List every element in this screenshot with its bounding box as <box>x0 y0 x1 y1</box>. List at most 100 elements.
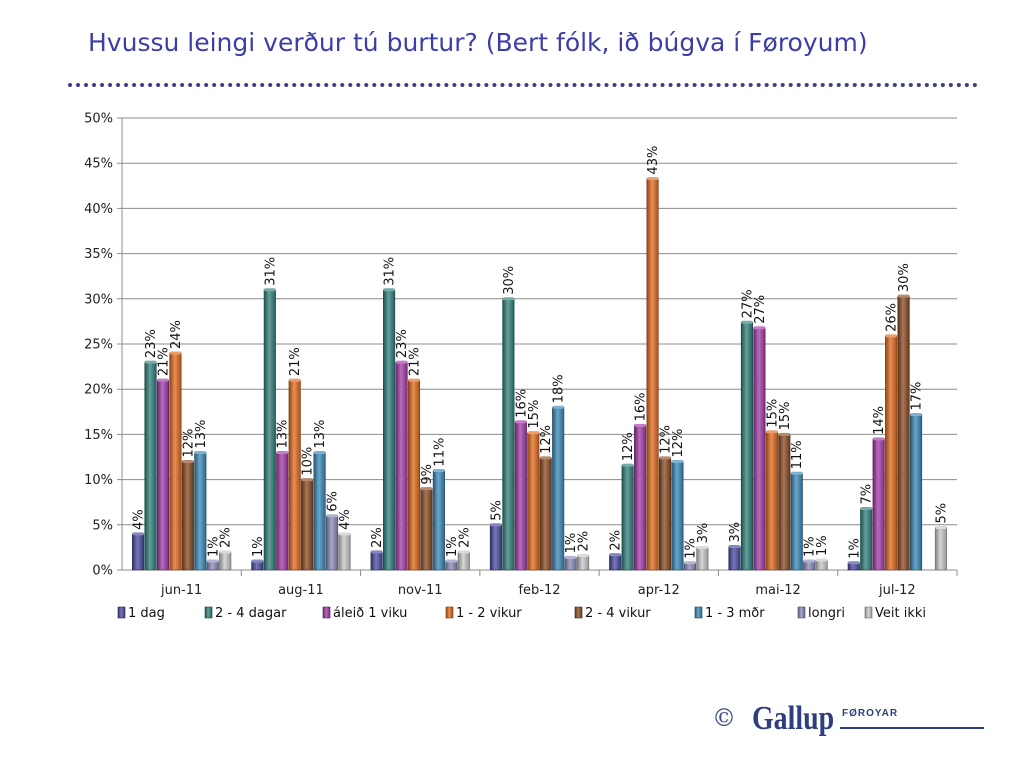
bar-cap <box>219 550 231 554</box>
bar-cap <box>251 559 264 563</box>
bar-cap <box>621 463 634 467</box>
bar <box>539 457 552 571</box>
bar-cap <box>420 487 433 491</box>
bar-cap <box>872 437 885 441</box>
data-label: 1% <box>445 536 460 557</box>
data-label: 3% <box>696 523 711 544</box>
data-label: 3% <box>728 522 743 543</box>
data-label: 1% <box>803 536 818 557</box>
bar <box>169 352 182 571</box>
bar-cap <box>885 334 897 338</box>
bar-cap <box>370 550 383 554</box>
bar-cap <box>741 320 753 324</box>
legend-label: 1 dag <box>128 606 165 621</box>
data-label: 17% <box>910 382 925 411</box>
legend-label: 1 - 2 vikur <box>456 606 522 621</box>
bar <box>457 551 470 571</box>
bar-cap <box>157 378 169 382</box>
copyright-symbol: © <box>712 704 736 732</box>
x-tick-label: jul-12 <box>878 583 916 598</box>
bar <box>527 432 540 571</box>
x-tick-label: jun-11 <box>160 583 202 598</box>
y-tick-label: 25% <box>84 338 113 353</box>
bar <box>407 379 421 571</box>
bar-cap <box>276 450 289 454</box>
data-label: 6% <box>326 491 341 512</box>
bar <box>696 547 709 571</box>
bar <box>897 295 910 571</box>
data-label: 1% <box>847 538 862 559</box>
logo-underline <box>840 727 984 729</box>
bar <box>740 322 753 571</box>
title-divider <box>68 83 978 87</box>
bar-cap <box>132 532 144 536</box>
bar <box>219 551 232 571</box>
data-label: 1% <box>251 536 266 557</box>
bar-cap <box>728 544 741 548</box>
logo-tagline: FØROYAR <box>842 708 899 719</box>
legend-swatch <box>117 606 126 619</box>
bar <box>370 551 383 571</box>
bar <box>144 361 157 571</box>
y-tick-label: 10% <box>84 473 113 488</box>
bar-cap <box>552 405 564 409</box>
legend-swatch <box>797 606 806 619</box>
bar <box>313 452 326 571</box>
data-label: 15% <box>765 399 780 428</box>
data-label: 23% <box>144 329 159 358</box>
data-label: 2% <box>219 527 234 548</box>
data-label: 13% <box>276 420 291 449</box>
page-title: Hvussu leingi verður tú burtur? (Bert fó… <box>88 28 868 57</box>
legend-swatch <box>864 606 873 619</box>
data-label: 26% <box>885 303 900 332</box>
bar-cap <box>383 288 395 292</box>
bar-cap <box>753 326 766 330</box>
legend-swatch <box>204 606 213 619</box>
y-tick-label: 30% <box>84 292 113 307</box>
bar-cap <box>790 471 803 475</box>
bar-cap <box>502 297 515 301</box>
bar <box>552 406 565 571</box>
bar <box>728 546 741 571</box>
y-tick-label: 20% <box>84 383 113 398</box>
bar-cap <box>577 554 589 558</box>
bar <box>132 533 145 571</box>
data-label: 1% <box>206 536 221 557</box>
bar-cap <box>815 558 828 562</box>
data-label: 30% <box>502 266 517 295</box>
bar <box>753 327 766 571</box>
data-label: 21% <box>288 347 303 376</box>
bar-cap <box>144 360 157 364</box>
data-label: 7% <box>860 484 875 505</box>
bar <box>263 289 276 571</box>
bar-cap <box>634 423 646 427</box>
bar <box>432 470 445 571</box>
bar <box>934 527 947 571</box>
data-label: 16% <box>514 389 529 418</box>
bar <box>276 452 289 571</box>
bar <box>326 515 339 571</box>
x-tick-label: mai-12 <box>755 583 800 598</box>
bar <box>301 479 314 571</box>
y-tick-label: 40% <box>84 202 113 217</box>
data-label: 27% <box>740 289 755 318</box>
bar-cap <box>897 294 910 298</box>
legend-label: Veit ikki <box>875 606 926 621</box>
bar-cap <box>527 431 540 435</box>
bar <box>194 452 207 571</box>
bar <box>634 425 647 571</box>
legend-label: 2 - 4 vikur <box>585 606 651 621</box>
data-label: 1% <box>683 538 698 559</box>
bar <box>288 379 301 571</box>
data-label: 12% <box>621 432 636 461</box>
data-label: 23% <box>395 329 410 358</box>
legend-swatch <box>322 606 331 619</box>
bar-cap <box>659 456 671 460</box>
bar-cap <box>515 420 527 424</box>
bar <box>790 472 803 571</box>
data-label: 1% <box>564 533 579 554</box>
bar-cap <box>766 430 778 434</box>
data-label: 1% <box>815 535 830 556</box>
bar-cap <box>288 378 301 382</box>
bar <box>765 431 778 571</box>
